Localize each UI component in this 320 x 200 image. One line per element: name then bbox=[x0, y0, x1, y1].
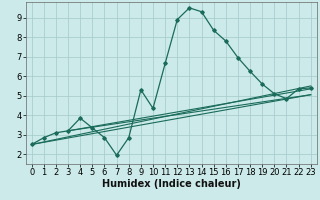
X-axis label: Humidex (Indice chaleur): Humidex (Indice chaleur) bbox=[102, 179, 241, 189]
